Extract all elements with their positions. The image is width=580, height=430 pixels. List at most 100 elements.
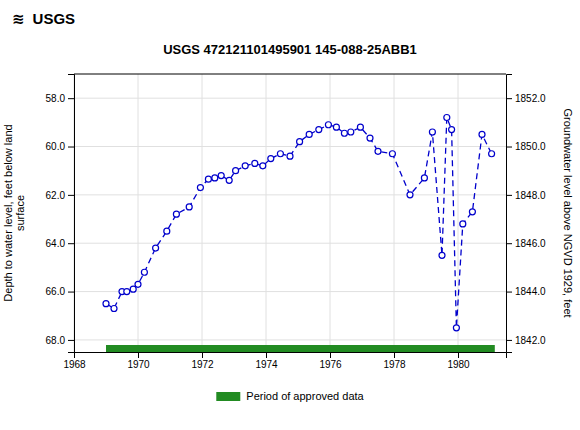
tick: 1852.0 bbox=[506, 93, 546, 104]
tick-label: 1976 bbox=[319, 359, 342, 370]
marker bbox=[141, 269, 147, 275]
tick-mark bbox=[138, 352, 139, 358]
marker bbox=[164, 228, 170, 234]
tick: 1848.0 bbox=[506, 190, 546, 201]
tick-label: 1974 bbox=[255, 359, 278, 370]
y-axis-title-line: surface bbox=[14, 195, 26, 231]
tick: 66.0 bbox=[46, 286, 74, 297]
tick-label: 66.0 bbox=[46, 286, 66, 297]
tick-mark bbox=[506, 98, 512, 99]
tick: 68.0 bbox=[46, 335, 74, 346]
tick-mark bbox=[394, 352, 395, 358]
marker bbox=[333, 124, 339, 130]
marker bbox=[429, 129, 435, 135]
marker bbox=[130, 286, 136, 292]
tick-mark bbox=[68, 195, 74, 196]
marker bbox=[341, 130, 347, 136]
legend-label: Period of approved data bbox=[246, 390, 364, 402]
tick-label: 1850.0 bbox=[515, 141, 546, 152]
marker bbox=[124, 289, 130, 295]
marker bbox=[186, 204, 192, 210]
tick: 1972 bbox=[191, 352, 214, 370]
tick: 62.0 bbox=[46, 190, 74, 201]
marker bbox=[316, 127, 322, 133]
tick: 1842.0 bbox=[506, 335, 546, 346]
y-axis: 58.0 60.0 62.0 64.0 66.0 68.0 bbox=[46, 75, 75, 353]
marker bbox=[268, 156, 274, 162]
marker bbox=[469, 209, 475, 215]
grid-line-x bbox=[330, 74, 331, 352]
marks bbox=[103, 115, 495, 352]
marker bbox=[325, 122, 331, 128]
tick: 1974 bbox=[255, 352, 278, 370]
tick-label: 64.0 bbox=[46, 238, 66, 249]
marker bbox=[439, 252, 445, 258]
grid-line-x bbox=[394, 74, 395, 352]
legend-item: Period of approved data bbox=[216, 390, 364, 402]
tick-mark bbox=[506, 195, 512, 196]
tick-label: 1846.0 bbox=[515, 238, 546, 249]
tick-label: 58.0 bbox=[46, 93, 66, 104]
tick-label: 1978 bbox=[383, 359, 406, 370]
legend-swatch bbox=[216, 392, 240, 401]
markers bbox=[103, 115, 495, 331]
marker bbox=[233, 168, 239, 174]
series-line bbox=[106, 118, 492, 328]
marker bbox=[357, 124, 363, 130]
marker bbox=[205, 176, 211, 182]
marker bbox=[103, 301, 109, 307]
marker bbox=[242, 163, 248, 169]
x-axis: 1968 1970 1972 1974 1976 1978 1980 bbox=[63, 352, 506, 370]
header-annotation: ≋ bbox=[12, 10, 25, 27]
tick-label: 1848.0 bbox=[515, 190, 546, 201]
tick-label: 1980 bbox=[447, 359, 470, 370]
tick: 1846.0 bbox=[506, 238, 546, 249]
marker bbox=[479, 131, 485, 137]
y2-axis: 1842.01844.01846.01848.01850.01852.0 bbox=[506, 75, 546, 353]
marker bbox=[375, 148, 381, 154]
y-axis-title-line: Depth to water level, feet below land bbox=[2, 124, 14, 301]
grid-line-x bbox=[202, 74, 203, 352]
plot: 1968 1970 1972 1974 1976 1978 1980 58.0 60.0 62.0… bbox=[2, 74, 574, 402]
tick: 1850.0 bbox=[506, 141, 546, 152]
tick: 1968 bbox=[63, 352, 86, 370]
marker bbox=[212, 175, 218, 181]
grid-line-y bbox=[74, 339, 506, 340]
axis-line bbox=[507, 75, 513, 353]
tick-mark bbox=[68, 340, 74, 341]
tick-mark bbox=[506, 340, 512, 341]
tick-label: 60.0 bbox=[46, 141, 66, 152]
tick-label: 1972 bbox=[191, 359, 214, 370]
marker bbox=[260, 163, 266, 169]
title: USGS 472121101495901 145-088-25ABB1 bbox=[163, 42, 417, 57]
tick: 1970 bbox=[127, 352, 150, 370]
marker bbox=[407, 192, 413, 198]
tick-mark bbox=[506, 147, 512, 148]
tick-mark bbox=[266, 352, 267, 358]
marker bbox=[449, 127, 455, 133]
y-axis-title: Depth to water level, feet below landsur… bbox=[2, 124, 26, 301]
chart: ≋USGSUSGS 472121101495901 145-088-25ABB1… bbox=[0, 0, 580, 430]
tick-mark bbox=[68, 98, 74, 99]
marker bbox=[218, 173, 224, 179]
marker bbox=[460, 221, 466, 227]
tick-label: 62.0 bbox=[46, 190, 66, 201]
tick: 1976 bbox=[319, 352, 342, 370]
marker bbox=[277, 151, 283, 157]
marker bbox=[197, 185, 203, 191]
frame-top bbox=[74, 74, 506, 75]
marker bbox=[421, 175, 427, 181]
tick: 1978 bbox=[383, 352, 406, 370]
tick-label: 1968 bbox=[63, 359, 86, 370]
tick-mark bbox=[506, 243, 512, 244]
tick: 64.0 bbox=[46, 238, 74, 249]
marker bbox=[173, 211, 179, 217]
marker bbox=[153, 245, 159, 251]
grid-line-y bbox=[74, 291, 506, 292]
tick-mark bbox=[506, 292, 512, 293]
tick-mark bbox=[68, 292, 74, 293]
marker bbox=[287, 153, 293, 159]
marker bbox=[367, 135, 373, 141]
marker bbox=[453, 325, 459, 331]
tick-mark bbox=[68, 243, 74, 244]
